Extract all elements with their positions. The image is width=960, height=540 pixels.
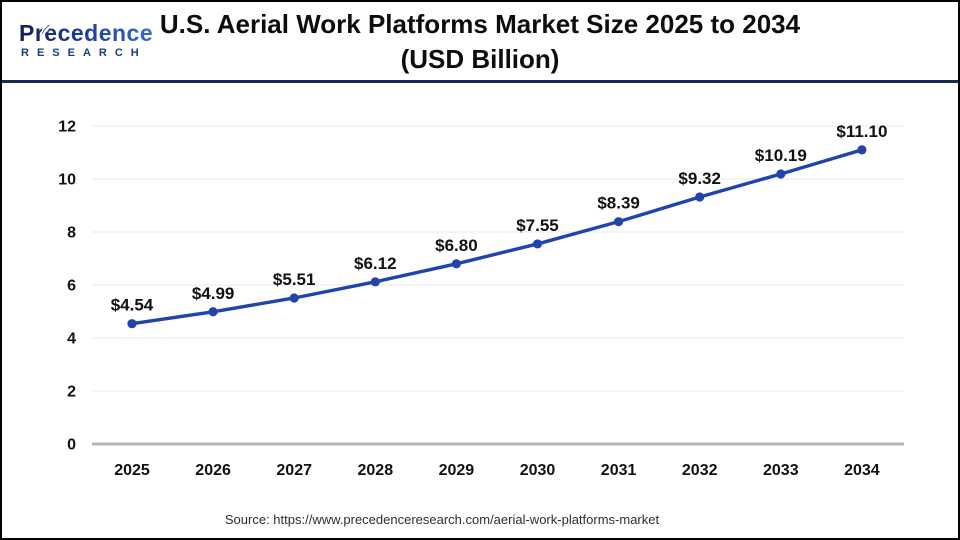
data-point-label: $8.39 — [597, 194, 640, 213]
data-point — [370, 277, 380, 287]
x-tick-label: 2028 — [358, 462, 394, 479]
y-tick-label: 12 — [58, 119, 76, 136]
data-point-label: $4.99 — [192, 284, 235, 303]
x-tick-label: 2033 — [763, 462, 799, 479]
chart-title-line2: (USD Billion) — [400, 44, 560, 74]
chart-title: U.S. Aerial Work Platforms Market Size 2… — [2, 7, 958, 77]
data-point-label: $9.32 — [678, 169, 721, 188]
y-tick-label: 8 — [67, 225, 76, 242]
data-point-label: $6.12 — [354, 254, 397, 273]
y-tick-label: 10 — [58, 172, 76, 189]
x-tick-label: 2025 — [114, 462, 150, 479]
data-point — [695, 192, 705, 202]
source-text: Source: https://www.precedenceresearch.c… — [224, 512, 660, 527]
brand-name: Precedence — [19, 22, 169, 45]
x-tick-label: 2026 — [195, 462, 231, 479]
x-tick-label: 2029 — [439, 462, 475, 479]
data-point — [614, 217, 624, 227]
trend-line — [130, 148, 864, 326]
line-chart: 0 2 4 6 8 10 12 2025 2026 2027 2028 2029 2030 2031 203… — [58, 119, 904, 479]
y-tick-label: 2 — [67, 384, 76, 401]
data-point — [857, 145, 867, 155]
x-tick-label: 2027 — [276, 462, 312, 479]
data-point-label: $4.54 — [111, 296, 154, 315]
x-tick-label: 2031 — [601, 462, 637, 479]
y-tick-label: 6 — [67, 278, 76, 295]
x-tick-label: 2034 — [844, 462, 880, 479]
data-point-label: $7.55 — [516, 216, 559, 235]
data-point-label: $6.80 — [435, 236, 478, 255]
y-tick-label: 4 — [67, 331, 76, 348]
brand-subtitle: RESEARCH — [21, 47, 147, 59]
x-tick-label: 2030 — [520, 462, 556, 479]
x-tick-label: 2032 — [682, 462, 718, 479]
data-point-label: $11.10 — [836, 122, 887, 141]
chart-title-line1: U.S. Aerial Work Platforms Market Size 2… — [159, 9, 801, 39]
data-point-label: $10.19 — [755, 146, 807, 165]
data-point — [451, 259, 461, 269]
data-point — [776, 169, 786, 179]
y-tick-label: 0 — [67, 437, 76, 454]
header: Precedence RESEARCH U.S. Aerial Work Pla… — [2, 2, 958, 83]
data-point — [532, 239, 543, 249]
data-point — [208, 307, 218, 317]
data-point-label: $5.51 — [273, 270, 316, 289]
data-point — [289, 293, 299, 303]
data-point — [127, 319, 137, 329]
